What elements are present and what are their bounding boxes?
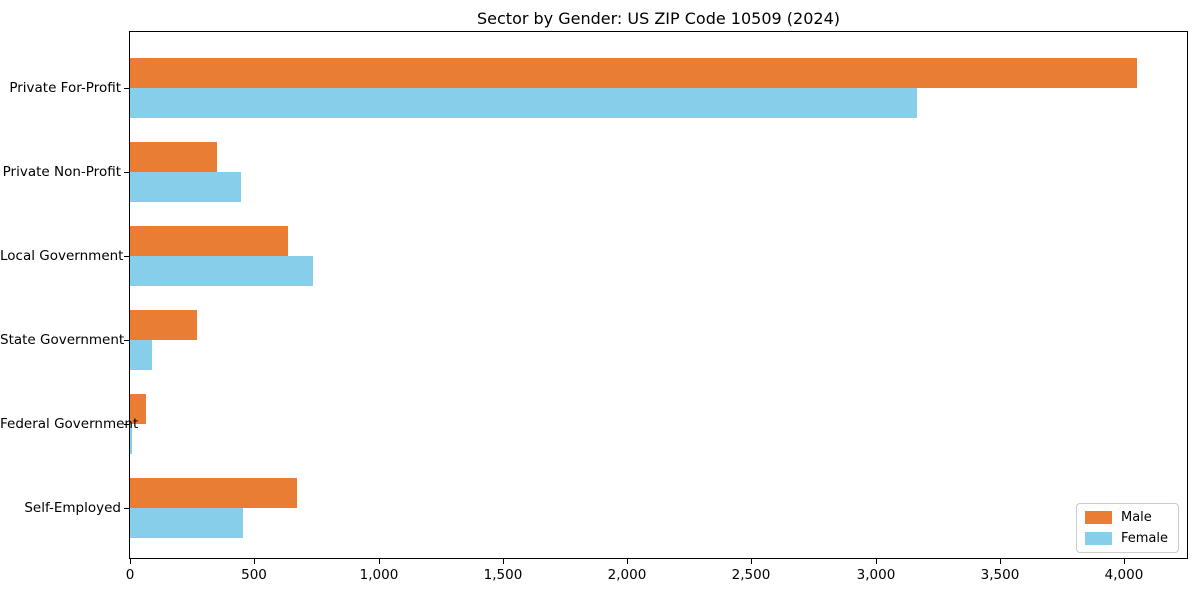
legend-entry-male: Male [1084,510,1168,525]
bar-female-2 [130,172,241,202]
y-axis-label: Private For-Profit [9,80,121,96]
x-tick-mark [876,559,877,564]
bar-female-3 [130,256,313,286]
x-axis-label: 2,500 [731,567,771,583]
bar-female-4 [130,340,152,370]
x-axis-label: 4,000 [1104,567,1144,583]
bar-male-2 [130,142,217,172]
x-tick-mark [1124,559,1125,564]
x-axis-label: 0 [125,567,135,583]
y-axis-label: Federal Government [0,416,139,432]
x-tick-mark [254,559,255,564]
legend-label-female: Female [1120,531,1168,546]
x-axis-label: 2,000 [607,567,647,583]
legend: Male Female [1075,503,1179,553]
y-axis-label: Private Non-Profit [2,164,121,180]
x-axis-label: 1,000 [359,567,399,583]
y-axis-label: State Government [0,332,125,348]
x-tick-mark [503,559,504,564]
legend-label-male: Male [1120,510,1152,525]
plot-area: Male Female [129,31,1188,559]
x-axis-label: 3,500 [980,567,1020,583]
y-axis-label: Local Government [0,248,124,264]
bar-female-1 [130,88,917,118]
x-tick-mark [130,559,131,564]
y-tick-mark [124,88,129,89]
x-tick-mark [379,559,380,564]
legend-swatch-male [1084,511,1112,524]
x-axis-label: 500 [241,567,267,583]
bar-male-6 [130,478,297,508]
bar-male-5 [130,394,146,424]
bar-female-6 [130,508,243,538]
x-tick-mark [627,559,628,564]
bar-male-4 [130,310,197,340]
bar-male-3 [130,226,288,256]
x-tick-mark [751,559,752,564]
y-tick-mark [124,508,129,509]
x-axis-label: 3,000 [856,567,896,583]
legend-swatch-female [1084,532,1112,545]
legend-entry-female: Female [1084,531,1168,546]
bar-male-1 [130,58,1137,88]
y-tick-mark [124,172,129,173]
x-tick-mark [1000,559,1001,564]
y-tick-mark [124,256,129,257]
y-tick-mark [124,424,129,425]
x-axis-label: 1,500 [483,567,523,583]
y-axis-label: Self-Employed [24,500,121,516]
bar-female-5 [130,424,132,454]
y-tick-mark [124,340,129,341]
chart-title: Sector by Gender: US ZIP Code 10509 (202… [477,9,840,28]
